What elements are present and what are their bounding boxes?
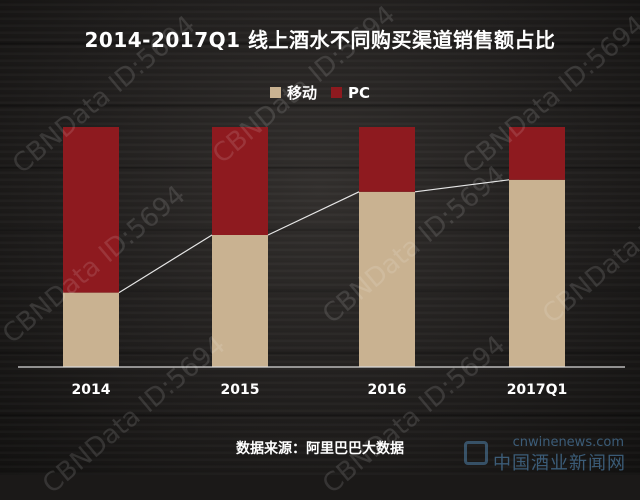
legend-item-pc: PC [331, 84, 370, 102]
chart-plot: 2014 2015 2016 2017Q1 [18, 127, 625, 398]
chart-title: 2014-2017Q1 线上酒水不同购买渠道销售额占比 [84, 28, 556, 52]
bar-pc-2015 [212, 127, 268, 235]
bar-mobile-2015 [212, 235, 268, 367]
bar-mobile-2017Q1 [509, 179, 565, 367]
bar-pc-2014 [63, 127, 119, 293]
site-logo: cnwinenews.com 中国酒业新闻网 [464, 435, 634, 474]
legend-swatch-mobile [269, 87, 281, 98]
bar-mobile-2014 [63, 292, 119, 367]
x-tick-label-2014: 2014 [72, 382, 111, 398]
bar-pc-2016 [359, 127, 415, 192]
site-logo-mark [464, 441, 488, 465]
x-tick-label-2016: 2016 [368, 382, 407, 398]
legend: 移动 PC [0, 82, 640, 103]
legend-item-mobile: 移动 [269, 82, 317, 103]
trend-line-segment [118, 234, 213, 294]
legend-label-mobile: 移动 [286, 84, 317, 102]
bar-mobile-2016 [359, 191, 415, 367]
trend-line-segment [414, 179, 510, 193]
bar-pc-2017Q1 [509, 127, 565, 180]
site-logo-url: cnwinenews.com [512, 435, 624, 450]
trend-line-segment [267, 191, 360, 236]
x-tick-label-2015: 2015 [221, 382, 260, 398]
data-source: 数据来源：阿里巴巴大数据 [236, 441, 404, 457]
legend-swatch-pc [331, 87, 342, 98]
legend-label-pc: PC [348, 83, 371, 102]
x-tick-label-2017Q1: 2017Q1 [507, 382, 568, 398]
site-logo-name: 中国酒业新闻网 [493, 453, 626, 474]
